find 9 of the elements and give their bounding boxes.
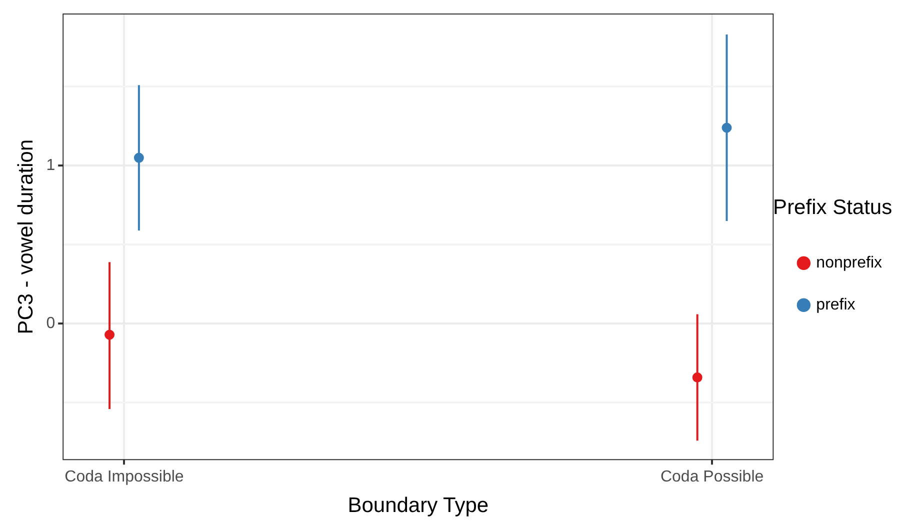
- y-tick-label: 1: [46, 157, 56, 174]
- legend-label: prefix: [816, 296, 856, 314]
- x-axis-title: Boundary Type: [348, 494, 489, 518]
- legend-label: nonprefix: [816, 254, 882, 272]
- y-axis-title: PC3 - vowel duration: [14, 139, 38, 334]
- x-tick-label: Coda Impossible: [64, 468, 184, 486]
- legend-title: Prefix Status: [773, 196, 892, 220]
- y-tick-label: 0: [46, 315, 56, 332]
- x-tick-label: Coda Possible: [660, 468, 764, 486]
